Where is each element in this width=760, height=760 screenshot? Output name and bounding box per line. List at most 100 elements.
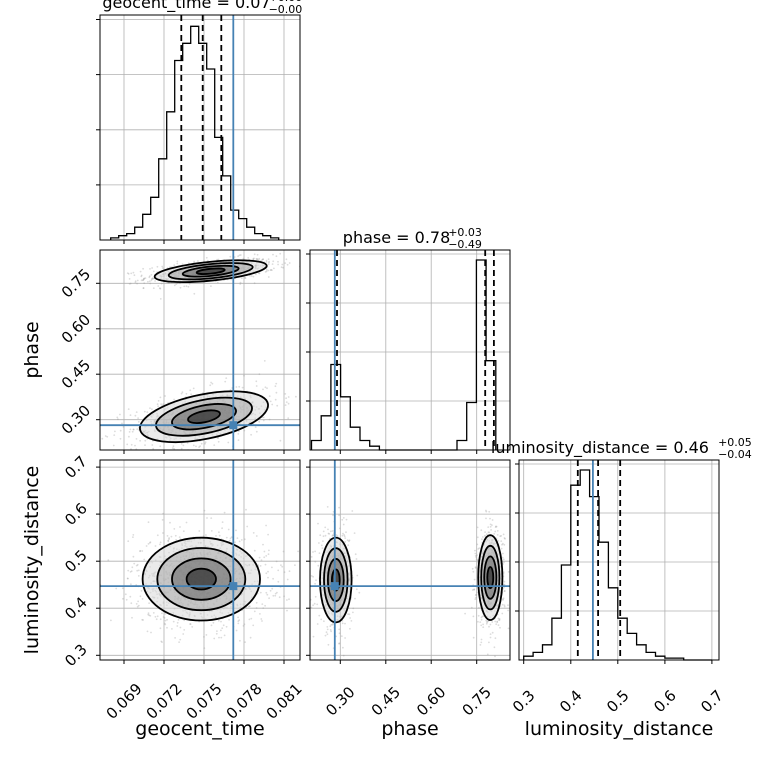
sample-point [271,403,274,406]
sample-point [324,526,327,529]
sample-point [355,588,358,591]
sample-point [173,264,176,266]
sample-point [502,558,505,561]
sample-point [147,280,149,283]
sample-point [216,630,218,632]
sample-point [253,282,256,285]
x-tick-label: 0.075 [183,680,226,723]
sample-point [476,559,479,561]
sample-point [172,445,175,448]
sample-point [484,531,486,533]
sample-point [205,634,208,636]
sample-point [180,443,183,445]
sample-point [487,526,490,528]
sample-point [171,447,174,450]
sample-point [203,647,206,649]
sample-point [488,531,491,534]
sample-point [479,644,482,646]
sample-point [276,404,279,407]
sample-point [489,636,492,639]
sample-point [481,538,483,541]
sample-point [258,272,261,275]
contour-line [171,403,237,431]
sample-point [258,373,261,376]
sample-point [501,556,504,559]
sample-point [329,530,332,533]
sample-point [501,612,504,615]
sample-point [129,595,132,598]
x-tick-label: 0.4 [556,686,586,716]
sample-point [500,535,503,537]
sample-point [183,285,186,288]
sample-point [217,436,220,439]
sample-point [267,269,270,272]
sample-point [237,439,240,441]
sample-point [143,278,145,280]
contour-line [181,264,240,278]
sample-point [200,442,203,445]
sample-point [331,623,334,626]
sample-point [247,257,250,259]
sample-point [265,268,268,271]
sample-point [174,637,177,639]
sample-point [152,277,155,280]
x-tick-label: 0.081 [263,680,306,723]
sample-point [127,435,130,438]
sample-point [277,263,279,266]
sample-point [259,565,262,567]
sample-point [152,612,155,614]
sample-point [128,460,130,462]
sample-point [134,281,137,284]
sample-point [180,447,183,450]
sample-point [148,602,151,604]
sample-point [267,258,270,261]
sample-point [491,524,493,526]
sample-point [233,256,236,258]
sample-point [342,646,344,649]
sample-point [169,266,171,268]
sample-point [494,655,496,658]
sample-point [352,607,355,610]
sample-point [243,623,246,626]
sample-point [350,620,353,622]
sample-point [503,604,506,607]
sample-point [130,443,133,446]
sample-point [171,628,173,630]
sample-point [342,532,344,535]
sample-point [323,526,325,528]
sample-point [148,280,151,283]
sample-point [149,614,152,617]
sample-point [125,598,128,601]
sample-point [486,621,488,623]
x-tick-label: 0.45 [368,683,404,719]
sample-point [144,439,147,442]
sample-point [344,665,346,667]
sample-point [121,422,123,425]
sample-point [227,528,230,531]
contour-line [486,566,495,590]
sample-point [275,255,278,258]
sample-point [354,597,356,600]
sample-point [272,594,275,597]
sample-point [342,517,345,519]
sample-point [274,592,277,595]
sample-point [203,509,206,512]
x-tick-label: 0.7 [697,686,727,716]
x-axis-label-phase: phase [381,718,438,740]
sample-point [243,538,246,541]
sample-point [255,430,258,433]
sample-point [491,621,494,623]
sample-point [249,274,251,277]
sample-point [152,447,155,450]
sample-point [503,537,506,539]
sample-point [137,600,140,603]
sample-point [170,535,173,538]
sample-point [280,266,283,269]
sample-point [258,556,261,559]
sample-point [312,551,314,553]
sample-point [150,279,153,282]
sample-point [306,262,308,264]
sample-point [275,391,278,394]
sample-point [260,618,263,620]
sample-point [143,558,146,561]
